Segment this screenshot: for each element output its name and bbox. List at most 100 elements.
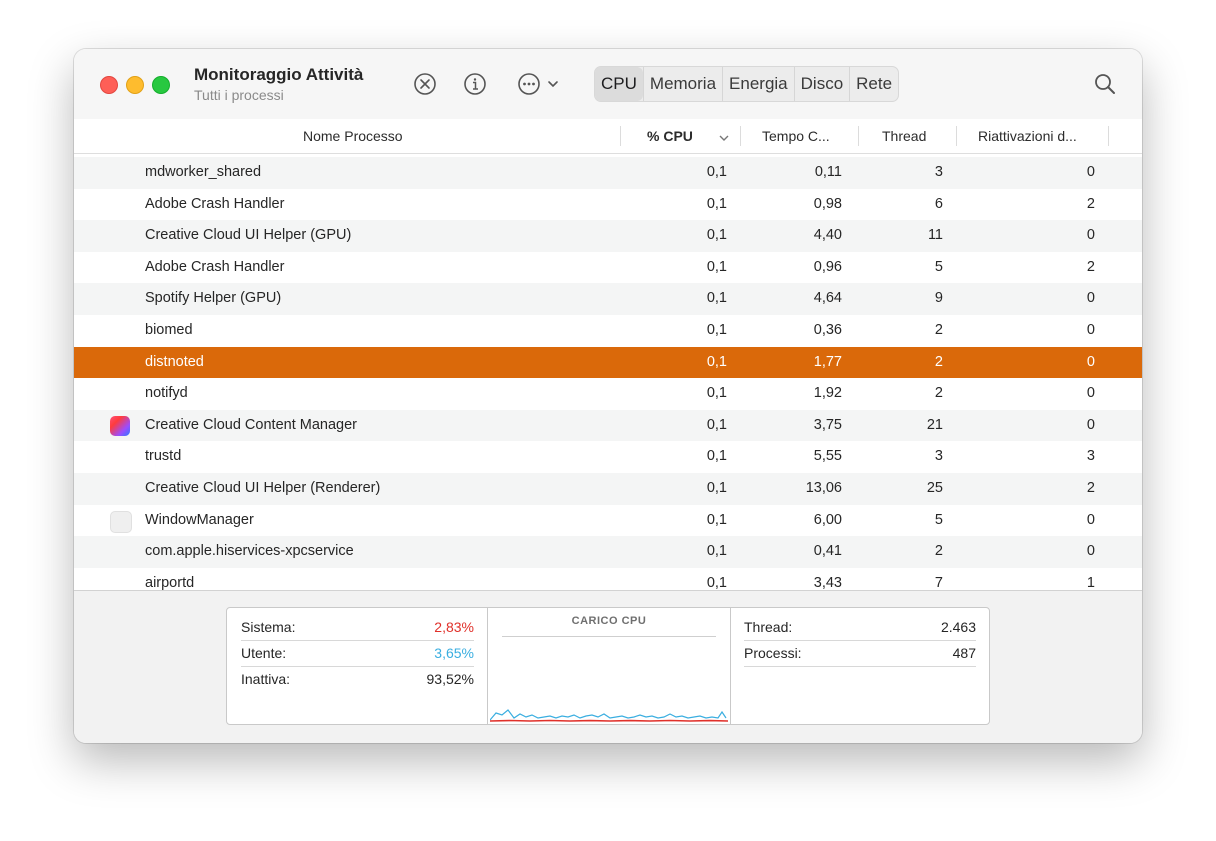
process-wakeups: 0 xyxy=(1086,416,1095,433)
table-header: Nome Processo % CPU Tempo C... Thread Ri… xyxy=(74,119,1142,154)
process-name: Creative Cloud Content Manager xyxy=(145,416,357,433)
process-cpu-time: 0,96 xyxy=(813,258,842,275)
minimize-window-button[interactable] xyxy=(126,76,144,94)
process-threads: 9 xyxy=(934,290,943,307)
process-cpu-time: 4,40 xyxy=(813,227,842,244)
tab-rete[interactable]: Rete xyxy=(849,67,898,101)
user-label: Utente: xyxy=(241,645,287,661)
close-window-button[interactable] xyxy=(100,76,118,94)
process-name: Creative Cloud UI Helper (Renderer) xyxy=(145,479,381,496)
process-cpu: 0,1 xyxy=(706,543,727,560)
process-threads: 25 xyxy=(926,479,943,496)
activity-monitor-window: Monitoraggio Attività Tutti i processi C… xyxy=(74,49,1142,743)
process-name: Adobe Crash Handler xyxy=(145,258,285,275)
cpu-usage-pane: Sistema: 2,83% Utente: 3,65% Inattiva: 9… xyxy=(227,608,487,724)
table-row[interactable]: Creative Cloud UI Helper (Renderer) 0,1 … xyxy=(74,472,1142,505)
process-threads: 5 xyxy=(934,258,943,275)
process-threads: 3 xyxy=(934,164,943,180)
processes-label: Processi: xyxy=(744,645,802,661)
process-wakeups: 0 xyxy=(1086,385,1095,402)
column-divider[interactable] xyxy=(956,126,957,146)
system-label: Sistema: xyxy=(241,619,296,635)
window-manager-icon xyxy=(110,510,132,533)
toolbar: Monitoraggio Attività Tutti i processi C… xyxy=(74,49,1142,120)
table-row[interactable]: trustd 0,1 5,55 3 3 xyxy=(74,441,1142,473)
process-cpu-time: 3,75 xyxy=(813,416,842,433)
sort-chevron-down-icon[interactable] xyxy=(718,120,730,154)
column-divider[interactable] xyxy=(858,126,859,146)
table-row[interactable]: Creative Cloud UI Helper (GPU) 0,1 4,40 … xyxy=(74,220,1142,252)
process-name: biomed xyxy=(145,321,193,338)
table-row[interactable]: com.apple.hiservices-xpcservice 0,1 0,41… xyxy=(74,536,1142,568)
table-row[interactable]: Creative Cloud Content Manager 0,1 3,75 … xyxy=(74,409,1142,442)
column-divider[interactable] xyxy=(620,126,621,146)
zoom-window-button[interactable] xyxy=(152,76,170,94)
column-header-wakeups[interactable]: Riattivazioni d... xyxy=(978,128,1077,144)
table-row[interactable]: Spotify Helper (GPU) 0,1 4,64 9 0 xyxy=(74,283,1142,315)
tab-energia[interactable]: Energia xyxy=(722,67,794,101)
table-row[interactable]: notifyd 0,1 1,92 2 0 xyxy=(74,378,1142,410)
table-row[interactable]: airportd 0,1 3,43 7 1 xyxy=(74,568,1142,590)
process-cpu: 0,1 xyxy=(706,195,727,212)
table-row[interactable]: mdworker_shared 0,1 0,11 3 0 xyxy=(74,157,1142,189)
search-icon[interactable] xyxy=(1092,71,1118,97)
process-threads: 7 xyxy=(934,574,943,590)
table-row[interactable]: Adobe Crash Handler 0,1 0,96 5 2 xyxy=(74,252,1142,284)
ellipsis-menu-icon[interactable] xyxy=(516,71,564,97)
idle-stat: Inattiva: 93,52% xyxy=(241,666,474,692)
info-icon[interactable] xyxy=(462,71,488,97)
process-name: notifyd xyxy=(145,385,188,402)
process-wakeups: 0 xyxy=(1086,164,1095,180)
table-row[interactable]: biomed 0,1 0,36 2 0 xyxy=(74,315,1142,347)
process-threads: 2 xyxy=(934,543,943,560)
user-stat: Utente: 3,65% xyxy=(241,640,474,667)
idle-label: Inattiva: xyxy=(241,671,291,687)
process-threads: 2 xyxy=(934,353,943,370)
process-wakeups: 0 xyxy=(1086,290,1095,307)
column-divider[interactable] xyxy=(740,126,741,146)
process-cpu: 0,1 xyxy=(706,574,727,590)
process-cpu: 0,1 xyxy=(706,385,727,402)
cpu-load-title: CARICO CPU xyxy=(571,615,647,627)
process-count-pane: Thread: 2.463 Processi: 487 xyxy=(730,608,989,724)
process-wakeups: 0 xyxy=(1086,511,1095,528)
chart-divider xyxy=(502,636,716,637)
process-cpu-time: 1,77 xyxy=(813,353,842,370)
processes-stat: Processi: 487 xyxy=(744,640,976,667)
process-cpu-time: 4,64 xyxy=(813,290,842,307)
tab-disco[interactable]: Disco xyxy=(793,67,850,101)
table-row-selected[interactable]: distnoted 0,1 1,77 2 0 xyxy=(74,346,1142,379)
column-divider[interactable] xyxy=(1108,126,1109,146)
threads-stat: Thread: 2.463 xyxy=(744,614,976,641)
process-cpu-time: 5,55 xyxy=(813,448,842,465)
process-cpu-time: 1,92 xyxy=(813,385,842,402)
column-header-time[interactable]: Tempo C... xyxy=(762,128,830,144)
process-wakeups: 0 xyxy=(1086,227,1095,244)
column-header-name[interactable]: Nome Processo xyxy=(303,128,403,144)
tab-cpu[interactable]: CPU xyxy=(595,67,643,101)
stop-process-icon[interactable] xyxy=(412,71,438,97)
tab-memoria[interactable]: Memoria xyxy=(642,67,722,101)
process-threads: 2 xyxy=(934,321,943,338)
window-title: Monitoraggio Attività xyxy=(194,65,364,84)
process-cpu: 0,1 xyxy=(706,227,727,244)
column-header-cpu[interactable]: % CPU xyxy=(647,128,693,144)
process-cpu: 0,1 xyxy=(706,164,727,180)
table-row[interactable]: Adobe Crash Handler 0,1 0,98 6 2 xyxy=(74,189,1142,221)
cpu-load-pane: CARICO CPU xyxy=(487,608,731,724)
table-row[interactable]: WindowManager 0,1 6,00 5 0 xyxy=(74,505,1142,537)
process-cpu-time: 13,06 xyxy=(805,479,842,496)
process-cpu-time: 3,43 xyxy=(813,574,842,590)
process-threads: 5 xyxy=(934,511,943,528)
threads-label: Thread: xyxy=(744,619,793,635)
process-wakeups: 1 xyxy=(1086,574,1095,590)
process-cpu: 0,1 xyxy=(706,321,727,338)
process-wakeups: 2 xyxy=(1086,258,1095,275)
process-name: mdworker_shared xyxy=(145,164,262,180)
column-header-threads[interactable]: Thread xyxy=(882,128,927,144)
process-name: Spotify Helper (GPU) xyxy=(145,290,282,307)
view-tabs: CPU Memoria Energia Disco Rete xyxy=(594,66,900,102)
process-cpu-time: 0,98 xyxy=(813,195,842,212)
process-table: mdworker_shared 0,1 0,11 3 0 Adobe Crash… xyxy=(74,157,1142,590)
process-wakeups: 2 xyxy=(1086,479,1095,496)
